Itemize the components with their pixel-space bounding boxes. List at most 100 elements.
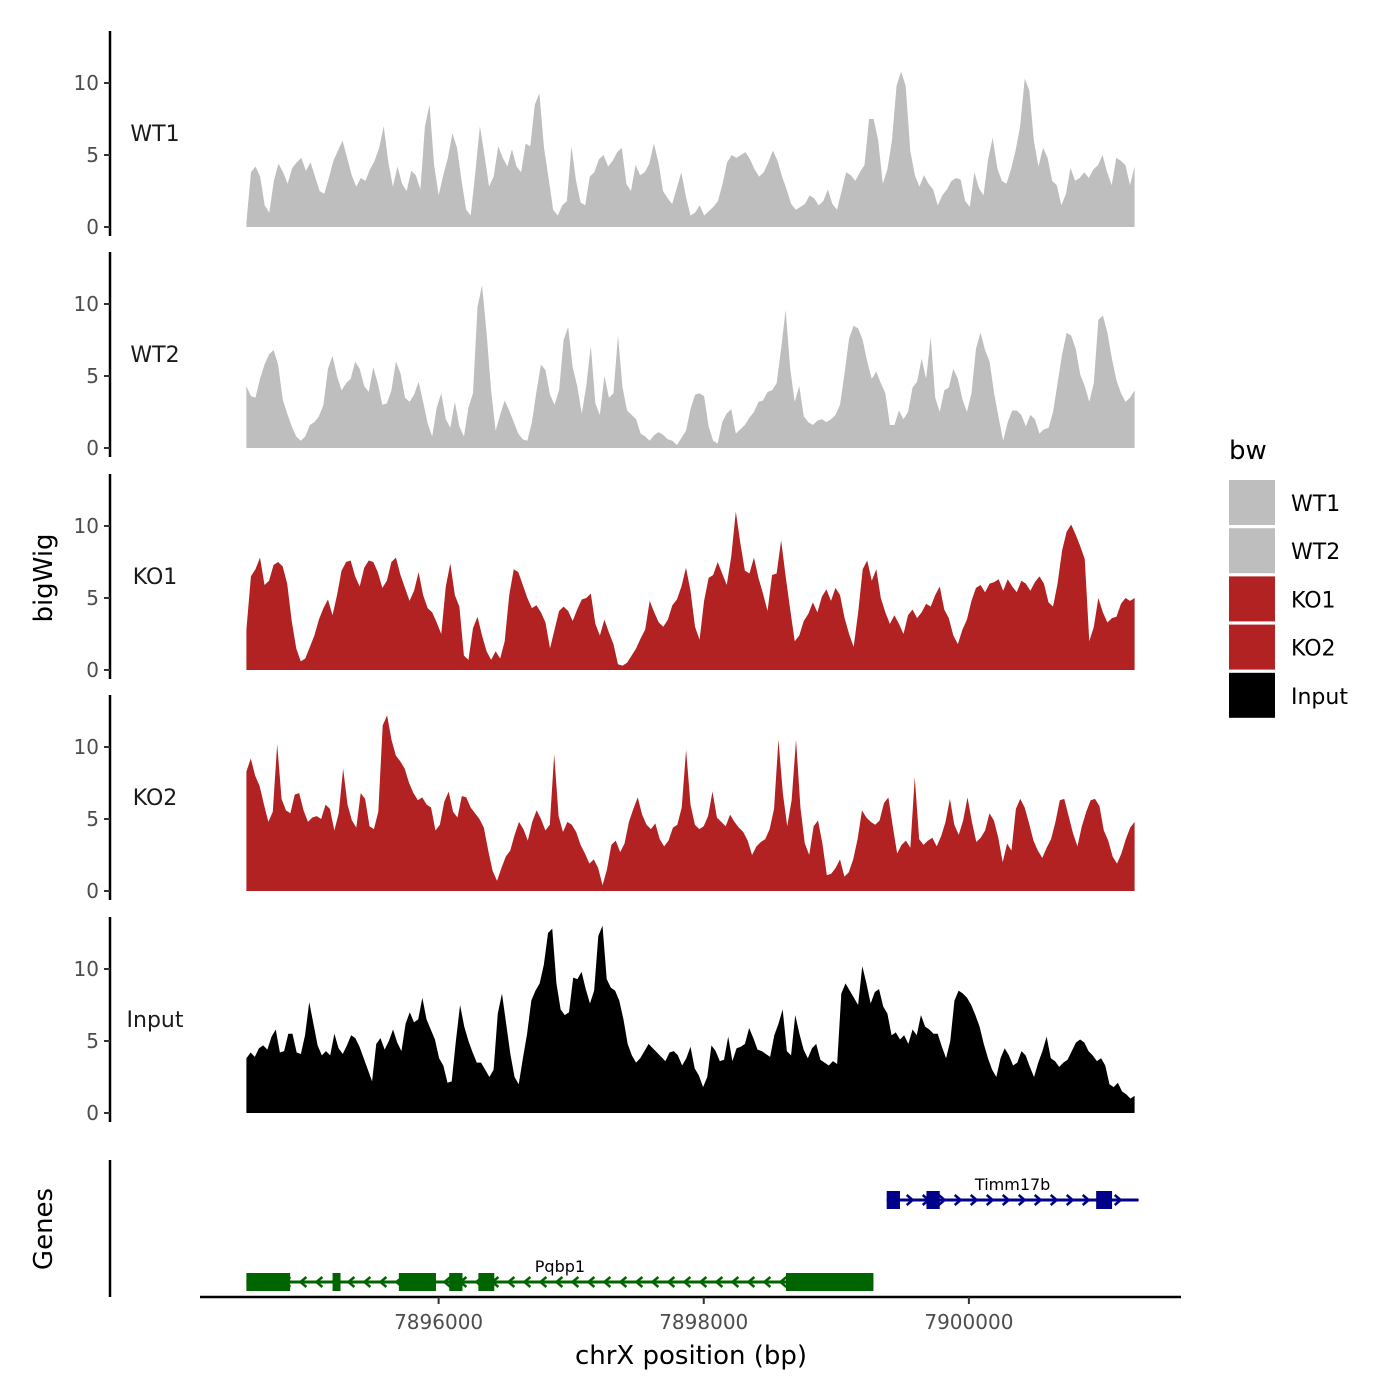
legend-title: bw xyxy=(1229,436,1267,466)
strand-arrow xyxy=(314,1276,324,1288)
strand-arrow xyxy=(730,1276,740,1288)
y-tick-label: 10 xyxy=(74,71,99,95)
track-wt1: 0 5 10 WT1 xyxy=(74,31,1135,239)
exon xyxy=(926,1191,940,1209)
legend-label: WT1 xyxy=(1291,492,1340,517)
gene-pqbp1: Pqbp1 xyxy=(246,1257,874,1291)
strand-arrow xyxy=(953,1194,963,1206)
strand-arrow xyxy=(1001,1194,1011,1206)
strand-arrow xyxy=(522,1276,532,1288)
strand-arrow xyxy=(378,1276,388,1288)
track-label: WT2 xyxy=(130,343,179,368)
strand-arrow xyxy=(586,1276,596,1288)
strand-arrow xyxy=(698,1276,708,1288)
y-tick-label: 5 xyxy=(86,1029,99,1053)
bigwig-tracks: 0 5 10 WT1 0 5 10 WT2 0 5 10 KO1 0 5 10 KO2 0 5 10 Input xyxy=(74,31,1135,1125)
strand-arrow xyxy=(746,1276,756,1288)
coverage-area-wt1 xyxy=(246,71,1135,227)
exon xyxy=(246,1273,291,1291)
gene-timm17b: Timm17b xyxy=(886,1175,1139,1209)
exon xyxy=(449,1273,463,1291)
legend-swatch xyxy=(1229,480,1275,525)
legend-label: WT2 xyxy=(1291,540,1340,565)
legend-item-wt2: WT2 xyxy=(1229,528,1340,574)
exon xyxy=(332,1273,341,1291)
strand-arrow xyxy=(778,1276,788,1288)
strand-arrow xyxy=(602,1276,612,1288)
x-tick-label: 7898000 xyxy=(659,1310,748,1334)
strand-arrow xyxy=(506,1276,516,1288)
legend: bw WT1 WT2 KO1 KO2 Input xyxy=(1229,436,1348,718)
strand-arrow xyxy=(714,1276,724,1288)
gene-label: Timm17b xyxy=(974,1175,1050,1194)
y-tick-label: 10 xyxy=(74,735,99,759)
legend-swatch xyxy=(1229,624,1275,670)
strand-arrow xyxy=(1033,1194,1043,1206)
x-tick-label: 7896000 xyxy=(394,1310,483,1334)
strand-arrow xyxy=(362,1276,372,1288)
exon xyxy=(886,1191,900,1209)
strand-arrow xyxy=(442,1276,452,1288)
strand-arrow xyxy=(538,1276,548,1288)
y-tick-label: 10 xyxy=(74,514,99,538)
strand-arrow xyxy=(1113,1194,1123,1206)
y-tick-label: 5 xyxy=(86,364,99,388)
genes-panel-title: Genes xyxy=(29,1188,59,1270)
coverage-area-wt2 xyxy=(246,285,1135,448)
strand-arrow xyxy=(969,1194,979,1206)
y-tick-label: 0 xyxy=(86,879,99,903)
strand-arrow xyxy=(666,1276,676,1288)
legend-item-wt1: WT1 xyxy=(1229,480,1340,525)
strand-arrow xyxy=(618,1276,628,1288)
y-tick-label: 0 xyxy=(86,436,99,460)
y-tick-label: 10 xyxy=(74,957,99,981)
x-axis: 7896000 7898000 7900000 xyxy=(200,1295,1181,1334)
gene-label: Pqbp1 xyxy=(535,1257,585,1276)
strand-arrow xyxy=(346,1276,356,1288)
strand-arrow xyxy=(650,1276,660,1288)
y-tick-label: 0 xyxy=(86,658,99,682)
legend-swatch xyxy=(1229,528,1275,574)
x-axis-title: chrX position (bp) xyxy=(575,1341,807,1371)
strand-arrow xyxy=(1081,1194,1091,1206)
exon xyxy=(785,1273,874,1291)
strand-arrow xyxy=(762,1276,772,1288)
legend-item-ko1: KO1 xyxy=(1229,576,1336,622)
legend-item-input: Input xyxy=(1229,672,1348,718)
coverage-area-input xyxy=(246,925,1135,1113)
y-tick-label: 5 xyxy=(86,807,99,831)
legend-label: Input xyxy=(1291,685,1348,710)
y-tick-label: 5 xyxy=(86,143,99,167)
y-axis-title: bigWig xyxy=(29,533,59,622)
strand-arrow xyxy=(554,1276,564,1288)
strand-arrow xyxy=(1065,1194,1075,1206)
coverage-area-ko2 xyxy=(246,715,1135,891)
strand-arrow xyxy=(682,1276,692,1288)
exon xyxy=(1096,1191,1113,1209)
track-wt2: 0 5 10 WT2 xyxy=(74,252,1135,460)
track-label: Input xyxy=(127,1008,184,1033)
strand-arrow xyxy=(1017,1194,1027,1206)
coverage-area-ko1 xyxy=(246,511,1135,670)
track-ko1: 0 5 10 KO1 xyxy=(74,474,1135,682)
y-tick-label: 5 xyxy=(86,586,99,610)
legend-swatch xyxy=(1229,576,1275,622)
y-tick-label: 0 xyxy=(86,1101,99,1125)
strand-arrow xyxy=(937,1194,947,1206)
strand-arrow xyxy=(985,1194,995,1206)
y-tick-label: 0 xyxy=(86,215,99,239)
legend-label: KO2 xyxy=(1291,637,1336,662)
strand-arrow xyxy=(570,1276,580,1288)
gene-annotation-panel: Timm17b Pqbp1 xyxy=(108,1160,1139,1297)
legend-label: KO1 xyxy=(1291,588,1336,613)
strand-arrow xyxy=(905,1194,915,1206)
x-tick-label: 7900000 xyxy=(924,1310,1013,1334)
legend-swatch xyxy=(1229,672,1275,718)
strand-arrow xyxy=(634,1276,644,1288)
track-label: WT1 xyxy=(130,122,179,147)
legend-item-ko2: KO2 xyxy=(1229,624,1336,670)
strand-arrow xyxy=(1049,1194,1059,1206)
y-tick-label: 10 xyxy=(74,292,99,316)
exon xyxy=(478,1273,495,1291)
